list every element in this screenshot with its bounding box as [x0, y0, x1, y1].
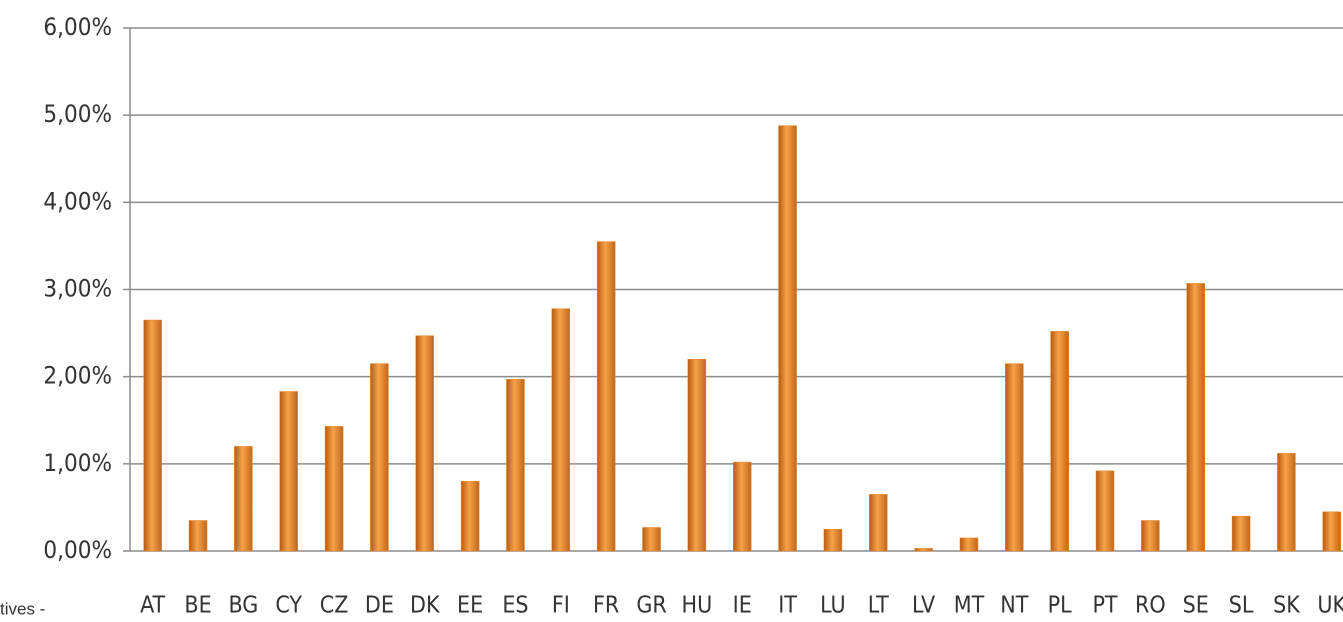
bar — [1050, 331, 1069, 552]
x-tick-label: LT — [868, 593, 889, 619]
x-tick-label: SE — [1183, 593, 1209, 619]
bar — [370, 363, 389, 552]
bar — [778, 125, 797, 552]
bar — [823, 528, 843, 552]
bar — [1322, 511, 1342, 552]
x-tick-label: BG — [228, 593, 258, 619]
x-tick-label: EE — [457, 593, 483, 619]
x-tick-label: LV — [912, 593, 935, 619]
x-tick-label: AT — [140, 593, 165, 619]
x-tick-label: MT — [954, 593, 985, 619]
bar — [1095, 470, 1115, 552]
y-tick-label: 0,00% — [43, 536, 112, 564]
bar — [279, 391, 298, 552]
x-tick-label: DK — [410, 593, 440, 619]
x-tick-label: CZ — [320, 593, 349, 619]
bar — [642, 527, 661, 552]
bar — [1141, 520, 1160, 552]
x-tick-label: HU — [682, 593, 713, 619]
y-tick-label: 2,00% — [43, 362, 112, 390]
bar — [1231, 515, 1251, 552]
x-tick-label: RO — [1135, 593, 1166, 619]
footnote: tives - — [0, 599, 45, 618]
bar — [188, 520, 208, 552]
x-tick-label: DE — [365, 593, 394, 619]
bar — [415, 335, 435, 552]
x-tick-label: GR — [636, 593, 666, 619]
y-tick-label: 4,00% — [43, 187, 112, 215]
y-tick-label: 6,00% — [43, 13, 112, 41]
x-tick-label: FI — [552, 593, 570, 619]
bar — [460, 481, 480, 552]
bar — [914, 548, 933, 552]
x-tick-label: ES — [502, 593, 528, 619]
x-tick-label: SL — [1229, 593, 1254, 619]
x-tick-label: FR — [593, 593, 619, 619]
bar — [596, 241, 616, 552]
bar — [1186, 283, 1205, 552]
bar — [869, 494, 888, 552]
bar — [959, 537, 979, 552]
x-tick-label: LU — [820, 593, 846, 619]
bar — [687, 358, 707, 552]
y-tick-label: 3,00% — [43, 275, 112, 303]
y-tick-label: 5,00% — [43, 100, 112, 128]
x-tick-label: SK — [1273, 593, 1300, 619]
x-tick-label: BE — [184, 593, 211, 619]
x-tick-label: UK — [1317, 593, 1343, 619]
x-tick-label: PT — [1092, 593, 1117, 619]
bar — [143, 319, 162, 552]
bar — [1005, 363, 1024, 552]
x-tick-label: IE — [733, 593, 752, 619]
x-tick-label: PL — [1048, 593, 1072, 619]
x-tick-label: CY — [275, 593, 302, 619]
bar — [732, 461, 752, 552]
bar — [551, 308, 571, 552]
bar — [1277, 453, 1296, 552]
y-tick-label: 1,00% — [43, 449, 112, 477]
bar — [506, 379, 525, 552]
x-tick-label: NT — [1000, 593, 1028, 619]
bar — [324, 426, 344, 552]
bar — [234, 446, 253, 552]
x-tick-label: IT — [778, 593, 797, 619]
